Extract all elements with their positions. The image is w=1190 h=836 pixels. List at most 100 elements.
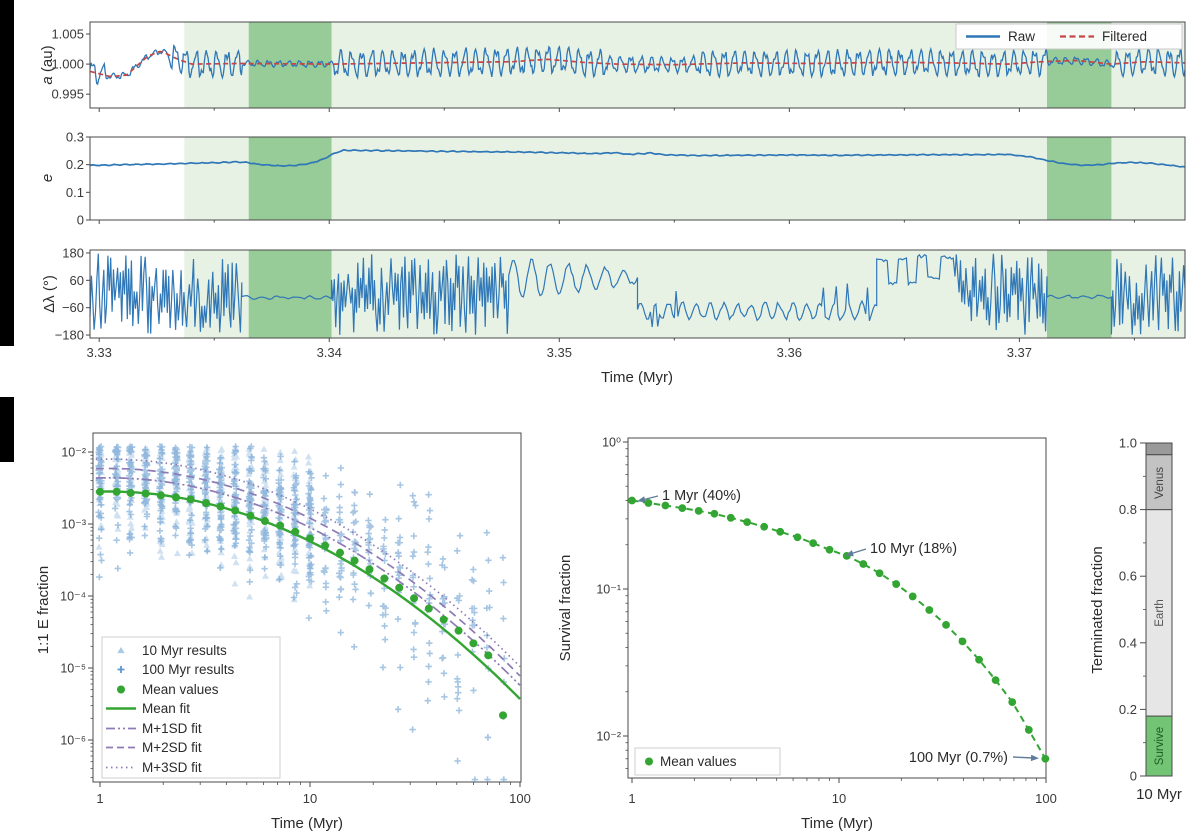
y-tick-label: 0.1: [66, 185, 84, 200]
legend-dot-marker: [117, 685, 125, 694]
e-axis-label-main: e: [39, 174, 56, 182]
scatter-legend-label-meanfit: Mean fit: [142, 701, 190, 716]
time-tick-label: 3.34: [317, 345, 342, 360]
mean-value-dot: [96, 487, 104, 496]
survival-dot: [908, 592, 917, 601]
mean-value-dot: [454, 626, 463, 635]
survival-dot: [875, 569, 884, 578]
bar-segment-label-venus: Venus: [1154, 467, 1166, 499]
y-tick-label: 1.000: [51, 57, 84, 72]
dlambda-axis-label-main: Δλ: [41, 295, 58, 313]
scatter-y-axis-label: 1:1 E fraction: [35, 566, 52, 654]
dark-green-band: [248, 250, 332, 338]
m-plus-3sd-fit-curve: [95, 458, 521, 668]
survival-y-tick-label: 10⁻¹: [596, 583, 621, 597]
mean-value-dot: [141, 489, 150, 498]
dark-green-band: [1046, 250, 1112, 338]
m-plus-2sd-fit-curve: [95, 467, 521, 677]
bar-segment-venus: [1145, 454, 1173, 511]
m-plus-1sd-fit-curve: [95, 476, 521, 686]
y-tick-label: −60: [62, 300, 84, 315]
mean-value-dot: [424, 604, 433, 613]
survival-y-tick-label: 10⁰: [602, 436, 621, 450]
survival-legend-box: [634, 747, 781, 776]
hundred-myr-results-markers: [95, 443, 508, 783]
survival-dot: [991, 676, 1000, 685]
survival-dashed-line: [631, 499, 1047, 760]
annotation-arrow-100myr: [1012, 756, 1035, 759]
survival-dot: [825, 545, 834, 554]
bar-y-tick-label: 0: [1130, 769, 1137, 784]
survival-legend-dot: [645, 757, 653, 766]
survival-dot: [793, 533, 802, 542]
dark-green-band: [1046, 137, 1112, 220]
survival-y-tick-label: 10⁻²: [596, 730, 621, 744]
bar-y-tick-label: 1.0: [1119, 436, 1137, 451]
mean-value-dot: [112, 487, 121, 496]
survival-x-tick-label: 1: [628, 791, 635, 806]
raw-series-line: [89, 44, 1186, 86]
time-tick-label: 3.33: [87, 345, 112, 360]
scatter-legend-label-1sd: M+1SD fit: [142, 721, 202, 736]
annotation-10myr: 10 Myr (18%): [870, 541, 957, 557]
scatter-legend-label-100myr: 100 Myr results: [142, 662, 235, 677]
scatter-plot-content: [95, 443, 521, 783]
mean-value-dot: [410, 594, 419, 603]
bar-y-axis-label: Terminated fraction: [1089, 546, 1106, 674]
a-axis-label-unit: (au): [39, 45, 56, 76]
panel-frame: [89, 249, 1186, 339]
annotation-arrow-100myr-head: [1030, 754, 1039, 762]
mean-value-dot: [469, 639, 478, 648]
bar-segment-top: [1145, 442, 1173, 456]
terminated-bar-content: [1145, 442, 1173, 777]
scatter-y-tick-label: 10⁻⁶: [60, 734, 86, 748]
survival-y-axis-label: Survival fraction: [557, 555, 574, 662]
axis-ticks-and-labels: 1.0051.0000.9950.30.20.1018060−60−1803.3…: [51, 27, 1146, 806]
mean-value-dot: [365, 565, 374, 574]
mean-value-dot: [306, 534, 314, 543]
survival-dot: [892, 580, 901, 588]
legend-plus-marker: [117, 666, 125, 673]
a-axis-label-main: a: [39, 76, 56, 84]
scatter-y-tick-label: 10⁻⁴: [60, 590, 86, 604]
y-tick-label: 0.995: [51, 87, 84, 102]
survival-dot: [628, 496, 636, 505]
legend-filtered-label: Filtered: [1102, 29, 1147, 44]
survival-dot: [694, 506, 703, 515]
mean-value-dot: [231, 506, 240, 515]
time-tick-label: 3.36: [777, 345, 802, 360]
bar-segment-label-survive: Survive: [1154, 727, 1166, 765]
survival-dot: [644, 499, 653, 507]
scatter-x-axis-label: Time (Myr): [271, 815, 343, 832]
top-time-axis-label: Time (Myr): [601, 369, 673, 386]
survival-dot: [1008, 698, 1017, 707]
time-tick-label: 3.35: [547, 345, 572, 360]
mean-value-dot: [260, 517, 269, 526]
bar-x-axis-label: 10 Myr: [1136, 786, 1182, 803]
panel-frames: [89, 21, 1186, 783]
resonant-angle-line: [89, 253, 1186, 335]
mean-value-dot: [126, 488, 135, 497]
survival-dot: [1024, 726, 1033, 734]
scatter-y-tick-label: 10⁻²: [61, 446, 86, 460]
scatter-y-tick-label: 10⁻⁵: [60, 662, 86, 676]
survival-dot: [1041, 754, 1050, 763]
e-axis-label: e: [39, 174, 56, 182]
survival-dot: [661, 501, 670, 510]
dlambda-axis-label-unit: (°): [41, 275, 58, 295]
bar-segment-earth: [1145, 509, 1173, 717]
mean-value-dot: [380, 574, 389, 583]
legend-triangle-marker: [117, 646, 125, 654]
a-axis-label: a (au): [39, 45, 56, 84]
survival-dot: [859, 560, 868, 568]
y-tick-label: 60: [70, 273, 84, 288]
survival-dot: [942, 620, 950, 629]
y-tick-label: −180: [55, 328, 84, 343]
bar-segment-label-earth: Earth: [1154, 599, 1166, 627]
survival-dot: [809, 539, 818, 548]
mean-value-dot: [321, 541, 330, 550]
mean-value-dot: [350, 556, 359, 565]
annotation-100myr: 100 Myr (0.7%): [909, 750, 1008, 766]
mean-value-dot: [171, 493, 180, 502]
